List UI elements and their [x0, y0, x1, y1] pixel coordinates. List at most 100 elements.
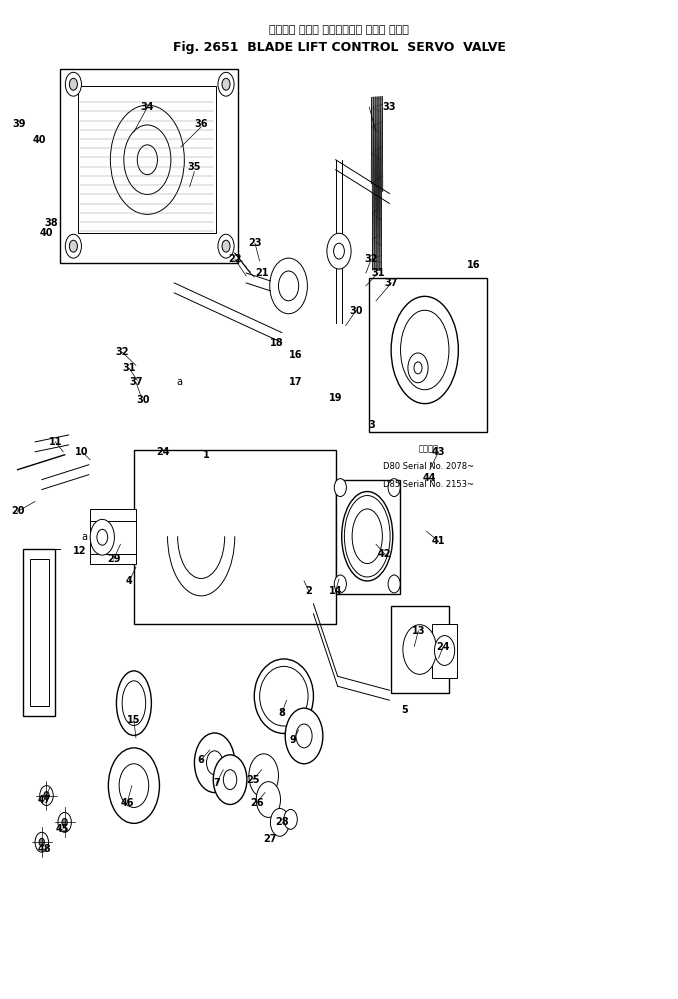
- Text: 48: 48: [38, 844, 52, 854]
- Text: 12: 12: [73, 546, 87, 556]
- Text: 15: 15: [127, 715, 140, 725]
- Circle shape: [58, 812, 71, 832]
- Text: 1: 1: [203, 450, 210, 460]
- Text: 25: 25: [246, 774, 260, 784]
- Text: D85 Serial No. 2153~: D85 Serial No. 2153~: [382, 480, 474, 489]
- Text: 47: 47: [38, 794, 52, 804]
- Text: 4: 4: [126, 576, 133, 586]
- Text: 32: 32: [116, 348, 129, 358]
- Text: 9: 9: [290, 735, 297, 745]
- Circle shape: [39, 838, 45, 846]
- Circle shape: [44, 791, 49, 799]
- Text: 41: 41: [432, 536, 445, 546]
- Text: 39: 39: [13, 119, 26, 129]
- Text: a: a: [82, 532, 88, 542]
- Circle shape: [65, 72, 81, 96]
- Bar: [336, 480, 399, 593]
- Text: 44: 44: [423, 473, 437, 483]
- Text: 21: 21: [255, 268, 268, 278]
- Text: 19: 19: [329, 394, 342, 404]
- Text: 8: 8: [279, 708, 285, 718]
- Text: 16: 16: [466, 260, 480, 270]
- Circle shape: [223, 769, 237, 789]
- Circle shape: [222, 78, 230, 90]
- Text: 32: 32: [365, 254, 378, 264]
- Circle shape: [414, 362, 422, 374]
- Bar: [134, 450, 336, 623]
- Bar: [60, 69, 238, 263]
- Circle shape: [270, 258, 307, 314]
- Text: 31: 31: [372, 268, 384, 278]
- Text: 28: 28: [275, 817, 289, 827]
- Circle shape: [108, 748, 159, 823]
- Circle shape: [124, 125, 171, 195]
- Circle shape: [388, 479, 400, 497]
- Bar: [30, 559, 49, 706]
- Circle shape: [111, 105, 184, 215]
- Circle shape: [271, 808, 290, 836]
- Text: 2: 2: [305, 585, 312, 595]
- Text: 30: 30: [136, 396, 149, 406]
- Circle shape: [256, 781, 281, 817]
- Circle shape: [40, 785, 53, 805]
- Circle shape: [218, 72, 234, 96]
- Text: 10: 10: [75, 447, 89, 457]
- Text: 33: 33: [382, 102, 396, 112]
- Circle shape: [285, 708, 323, 764]
- Text: 42: 42: [378, 549, 391, 559]
- Text: 20: 20: [11, 506, 24, 516]
- Text: 35: 35: [188, 162, 201, 172]
- Text: 14: 14: [329, 585, 342, 595]
- Circle shape: [279, 271, 298, 301]
- Text: a: a: [176, 378, 182, 388]
- Circle shape: [408, 353, 428, 383]
- Text: 22: 22: [228, 254, 241, 264]
- Circle shape: [284, 809, 298, 829]
- Text: 36: 36: [195, 119, 208, 129]
- Bar: [90, 509, 136, 564]
- Circle shape: [327, 233, 351, 269]
- Text: 26: 26: [250, 797, 264, 807]
- Text: 3: 3: [368, 420, 375, 430]
- Text: 6: 6: [198, 755, 205, 765]
- Circle shape: [195, 733, 235, 792]
- Circle shape: [90, 519, 115, 555]
- Bar: [370, 278, 487, 432]
- Circle shape: [435, 635, 455, 665]
- Circle shape: [69, 78, 77, 90]
- Text: 43: 43: [432, 447, 445, 457]
- Text: 45: 45: [55, 824, 68, 834]
- Circle shape: [334, 479, 346, 497]
- Circle shape: [222, 240, 230, 252]
- Circle shape: [35, 832, 49, 852]
- Text: 31: 31: [123, 364, 136, 374]
- Text: 37: 37: [384, 278, 398, 288]
- Text: 18: 18: [271, 338, 284, 348]
- Circle shape: [119, 764, 148, 807]
- Text: 23: 23: [248, 238, 262, 248]
- Text: Fig. 2651  BLADE LIFT CONTROL  SERVO  VALVE: Fig. 2651 BLADE LIFT CONTROL SERVO VALVE: [173, 41, 505, 54]
- Text: 24: 24: [156, 447, 170, 457]
- Text: 11: 11: [49, 437, 62, 447]
- Circle shape: [62, 818, 67, 826]
- Circle shape: [249, 754, 279, 797]
- Text: 5: 5: [401, 705, 408, 715]
- Circle shape: [207, 751, 222, 774]
- Circle shape: [137, 145, 157, 175]
- Text: 24: 24: [437, 641, 450, 651]
- Circle shape: [69, 240, 77, 252]
- Text: 37: 37: [129, 378, 142, 388]
- Bar: [391, 605, 449, 693]
- Text: 27: 27: [264, 834, 277, 844]
- Bar: [78, 86, 216, 233]
- Circle shape: [334, 575, 346, 592]
- Text: 適用号機: 適用号機: [418, 444, 438, 453]
- Text: 40: 40: [33, 135, 47, 145]
- Text: 16: 16: [289, 351, 302, 361]
- Bar: [432, 623, 458, 678]
- Text: 17: 17: [289, 378, 302, 388]
- Circle shape: [403, 624, 437, 674]
- Circle shape: [296, 724, 312, 748]
- Text: 46: 46: [121, 797, 134, 807]
- Circle shape: [334, 243, 344, 259]
